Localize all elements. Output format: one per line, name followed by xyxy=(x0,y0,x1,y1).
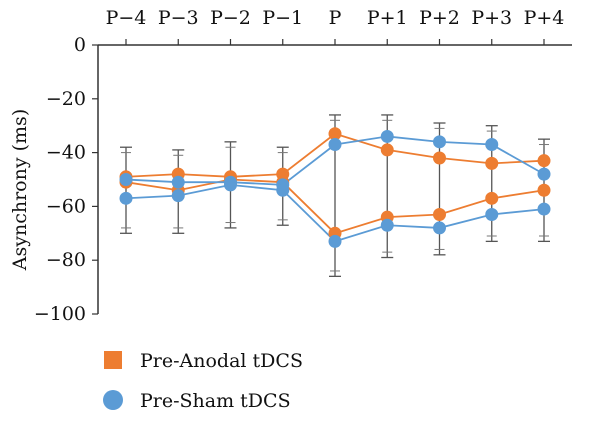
y-ticks: 0 −20 −40 −60 −80 −100 xyxy=(34,34,98,325)
data-point xyxy=(433,135,446,149)
legend-label: Pre-Anodal tDCS xyxy=(140,350,303,372)
series-markers xyxy=(119,127,551,248)
data-point xyxy=(119,173,133,186)
y-tick-label: −60 xyxy=(46,195,86,217)
data-point xyxy=(328,234,342,248)
x-tick-label: P+4 xyxy=(524,7,565,29)
data-point xyxy=(224,178,237,192)
data-point xyxy=(328,138,342,152)
data-point xyxy=(276,183,290,197)
data-point xyxy=(433,221,446,235)
data-point xyxy=(537,183,551,197)
y-tick-label: 0 xyxy=(74,34,86,56)
legend-swatch-square xyxy=(104,351,122,369)
legend-swatch-circle xyxy=(103,390,123,410)
x-tick-label: P−4 xyxy=(106,7,147,29)
y-tick-label: −20 xyxy=(46,88,86,110)
legend-label: Pre-Sham tDCS xyxy=(140,390,291,412)
y-tick-label: −100 xyxy=(34,303,86,325)
data-point xyxy=(485,191,499,205)
data-point xyxy=(119,191,133,205)
y-tick-label: −40 xyxy=(46,142,86,164)
data-point xyxy=(171,175,185,189)
data-point xyxy=(328,127,342,141)
x-tick-label: P−3 xyxy=(158,7,199,29)
x-tick-label: P+2 xyxy=(419,7,460,29)
data-point xyxy=(380,218,394,232)
data-point xyxy=(380,129,394,143)
x-ticks: P−4 P−3 P−2 P−1 P P+1 P+2 P+3 P+4 xyxy=(106,7,565,45)
y-tick-label: −80 xyxy=(46,249,86,271)
data-point xyxy=(171,189,185,203)
data-point xyxy=(485,138,499,152)
x-tick-label: P+3 xyxy=(471,7,512,29)
x-tick-label: P−2 xyxy=(210,7,251,29)
data-point xyxy=(433,151,446,165)
data-point xyxy=(537,202,551,216)
data-point xyxy=(485,156,499,170)
x-tick-label: P xyxy=(329,7,342,29)
x-tick-label: P−1 xyxy=(262,7,303,29)
data-point xyxy=(485,207,499,221)
data-point xyxy=(380,143,394,157)
data-point xyxy=(537,154,551,168)
legend: Pre-Anodal tDCS Pre-Sham tDCS xyxy=(103,350,303,412)
data-point xyxy=(433,207,446,221)
data-point xyxy=(537,167,551,181)
x-tick-label: P+1 xyxy=(367,7,408,29)
y-axis-title: Asynchrony (ms) xyxy=(9,109,31,271)
